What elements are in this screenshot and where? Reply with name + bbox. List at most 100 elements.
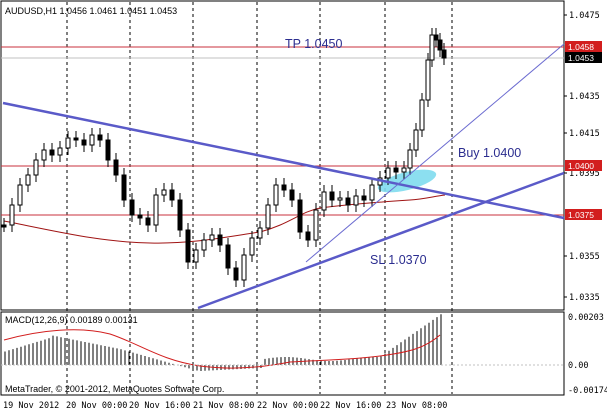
candle-body <box>137 214 143 219</box>
candle-body <box>297 199 303 233</box>
candle-body <box>89 134 95 146</box>
candle-body <box>81 139 87 146</box>
candle-body <box>201 239 207 251</box>
candle-body <box>257 227 263 239</box>
sl-annotation: SL 1.0370 <box>370 253 427 267</box>
symbol-header: AUDUSD,H1 1.0456 1.0461 1.0451 1.0453 <box>5 6 177 16</box>
ohlc-values: 1.0456 1.0461 1.0451 1.0453 <box>60 6 178 16</box>
candle-body <box>385 167 391 179</box>
time-tick-label: 21 Nov 08:00 <box>193 401 254 411</box>
candle-body <box>289 189 295 201</box>
descending-trendline[interactable] <box>2 101 565 220</box>
macd-histogram <box>4 314 442 371</box>
candle-body <box>185 229 191 263</box>
ascending-trendline[interactable] <box>197 171 565 310</box>
candle-body <box>361 195 367 201</box>
candle-body <box>265 204 271 229</box>
candle-body <box>193 249 199 263</box>
candle-body <box>329 191 335 201</box>
candle-body <box>441 49 447 59</box>
price-tick-label: 1.0395 <box>569 169 600 179</box>
candle-body <box>419 99 425 131</box>
price-tick-label: 1.0415 <box>569 129 600 139</box>
candle-body <box>17 184 23 206</box>
buy-badge <box>565 160 602 171</box>
candle-body <box>33 159 39 176</box>
candle-body <box>1 224 7 228</box>
candle-body <box>433 34 439 41</box>
candle-body <box>281 184 287 191</box>
macd-frame <box>0 311 565 396</box>
candle-body <box>73 137 79 141</box>
candle-body <box>437 39 443 51</box>
price-tick-label: 1.0355 <box>569 252 600 262</box>
candle-body <box>337 197 343 201</box>
price-tick-label: 1.0435 <box>569 92 600 102</box>
candle-body <box>49 149 55 156</box>
buy-badge-text: 1.0400 <box>568 161 594 171</box>
candle-body <box>153 194 159 226</box>
candle-body <box>413 129 419 151</box>
time-tick-label: 19 Nov 2012 <box>3 401 59 411</box>
candle-body <box>429 34 435 61</box>
time-tick-label: 20 Nov 16:00 <box>129 401 190 411</box>
price-badges: 1.0458 1.0453 1.0400 1.0375 <box>565 41 602 220</box>
trend-lines <box>2 43 565 310</box>
candle-body <box>401 167 407 173</box>
candle-body <box>241 254 247 281</box>
candle-body <box>169 189 175 201</box>
thin-channel-line[interactable] <box>305 43 565 263</box>
candle-body <box>177 199 183 231</box>
candle-body <box>393 167 399 173</box>
macd-tick-zero: 0.00 <box>568 361 588 371</box>
candle-body <box>249 237 255 256</box>
candle-body <box>145 217 151 226</box>
candle-body <box>321 191 327 211</box>
moving-average-line <box>3 194 446 244</box>
candle-body <box>407 149 413 169</box>
candle-body <box>345 197 351 206</box>
bid-badge <box>565 52 602 63</box>
time-tick-label: 23 Nov 08:00 <box>386 401 447 411</box>
candle-body <box>209 234 215 241</box>
time-tick-label: 22 Nov 00:00 <box>257 401 318 411</box>
buy-annotation: Buy 1.0400 <box>458 146 521 160</box>
macd-label: MACD(12,26,9) 0.00189 0.00131 <box>5 315 138 325</box>
macd-signal-line <box>3 329 441 369</box>
tp-badge-text: 1.0458 <box>568 42 594 52</box>
candle-body <box>305 231 311 241</box>
candle-body <box>217 234 223 246</box>
macd-tick-top: 0.00203 <box>568 313 604 323</box>
copyright-text: MetaTrader, © 2001-2012, MetaQuotes Soft… <box>5 384 224 394</box>
candle-body <box>25 174 31 186</box>
candle-body <box>313 209 319 241</box>
symbol-name: AUDUSD,H1 <box>5 6 57 16</box>
price-tick-label: 1.0475 <box>569 11 600 21</box>
candle-body <box>121 174 127 201</box>
tp-badge <box>565 41 602 52</box>
candle-body <box>105 139 111 161</box>
time-tick-label: 20 Nov 00:00 <box>66 401 127 411</box>
sl-badge <box>565 209 602 220</box>
main-chart-frame <box>0 0 565 311</box>
candle-body <box>41 149 47 161</box>
price-levels <box>1 46 564 216</box>
candle-body <box>369 184 375 201</box>
entry-highlight <box>377 169 437 193</box>
candle-body <box>113 159 119 176</box>
candle-body <box>97 134 103 141</box>
price-axis: 1.0475 1.0435 1.0415 1.0395 1.0355 1.0335 <box>564 11 600 303</box>
candle-body <box>273 184 279 206</box>
tp-annotation: TP 1.0450 <box>285 37 343 51</box>
price-tick-label: 1.0335 <box>569 293 600 303</box>
candle-body <box>57 147 63 156</box>
candle-body <box>225 244 231 269</box>
vertical-grid <box>66 2 453 394</box>
macd-tick-bottom: -0.00174 <box>568 386 607 396</box>
time-axis: 19 Nov 2012 20 Nov 00:00 20 Nov 16:00 21 No… <box>3 401 447 411</box>
sl-badge-text: 1.0375 <box>568 210 594 220</box>
time-tick-label: 22 Nov 16:00 <box>320 401 381 411</box>
candle-body <box>65 137 71 149</box>
candle-body <box>9 204 15 226</box>
